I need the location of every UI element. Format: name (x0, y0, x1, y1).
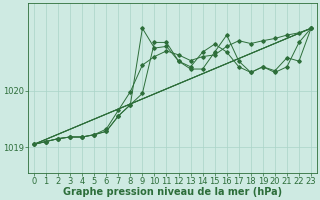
X-axis label: Graphe pression niveau de la mer (hPa): Graphe pression niveau de la mer (hPa) (63, 187, 282, 197)
